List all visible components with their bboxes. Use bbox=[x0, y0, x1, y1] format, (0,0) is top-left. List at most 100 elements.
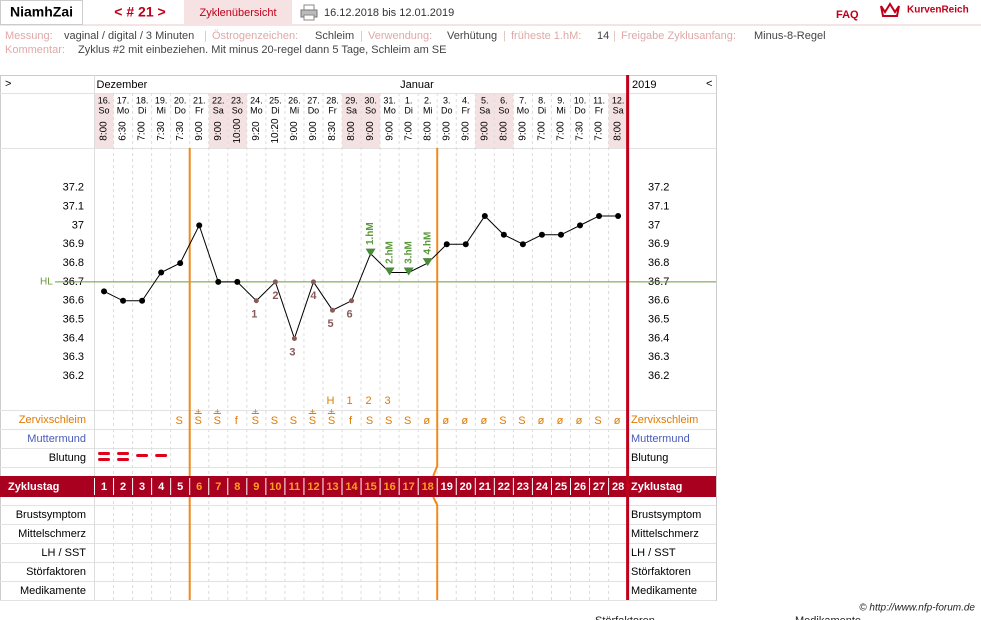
y-tick-label: 36.9 bbox=[63, 238, 84, 250]
low-label: 3 bbox=[289, 346, 295, 358]
cycle-day: 21 bbox=[479, 481, 491, 493]
y-tick-label: 37.1 bbox=[63, 200, 84, 212]
cycle-day: 10 bbox=[269, 481, 281, 493]
info-value: Minus-8-Regel bbox=[754, 30, 826, 42]
high-label: 4.hM bbox=[422, 232, 433, 255]
y-tick-label: 36.6 bbox=[648, 295, 669, 307]
info-label: früheste 1.hM: bbox=[511, 30, 581, 42]
bleeding bbox=[117, 452, 130, 455]
temperature-point bbox=[481, 212, 488, 219]
cut-label: Medikamente bbox=[795, 615, 861, 620]
weekday: Mo bbox=[117, 105, 130, 115]
month: Dezember bbox=[97, 79, 148, 91]
time: 10:20 bbox=[270, 118, 281, 143]
time: 8:00 bbox=[99, 121, 110, 141]
mucus-sign: S bbox=[328, 415, 335, 427]
mucus-sign: ø bbox=[576, 415, 583, 427]
weekend-bg bbox=[227, 93, 247, 148]
nav[interactable]: < bbox=[706, 78, 712, 90]
temperature-point bbox=[443, 241, 450, 248]
cycle-day: 3 bbox=[139, 481, 145, 493]
separator: | bbox=[204, 30, 207, 42]
weekday: Sa bbox=[346, 105, 357, 115]
weekday: Sa bbox=[213, 105, 224, 115]
mucus-plus: + bbox=[310, 406, 315, 416]
y-tick-label: 37 bbox=[72, 219, 84, 231]
weekend-bg bbox=[342, 93, 362, 148]
y-tick-label: 37.2 bbox=[648, 182, 669, 194]
high-point bbox=[384, 267, 395, 276]
date: 31. bbox=[383, 95, 396, 105]
cycle-day: 13 bbox=[326, 481, 338, 493]
user[interactable]: NiamhZai bbox=[10, 4, 73, 20]
mucus-sign: ø bbox=[461, 415, 468, 427]
weekday: Do bbox=[308, 105, 320, 115]
separator: | bbox=[360, 30, 363, 42]
bleeding bbox=[98, 452, 111, 455]
high-point bbox=[365, 248, 376, 257]
y-tick-label: 37.2 bbox=[63, 182, 84, 194]
cycle-band bbox=[0, 476, 716, 497]
weekday: Di bbox=[538, 105, 547, 115]
cycle-day: 19 bbox=[441, 481, 453, 493]
mucus-sign: S bbox=[385, 415, 392, 427]
cut-label: Störfaktoren bbox=[595, 615, 655, 620]
bleeding bbox=[136, 454, 149, 457]
weekend-bg bbox=[494, 93, 514, 148]
temperature-point bbox=[253, 298, 259, 304]
time: 6:30 bbox=[118, 121, 129, 141]
high-point bbox=[403, 267, 414, 276]
year: 2019 bbox=[632, 79, 656, 91]
time: 9:00 bbox=[308, 121, 319, 141]
date: 1. bbox=[405, 95, 413, 105]
temperature-point bbox=[577, 222, 584, 229]
low-label: 1 bbox=[251, 309, 257, 321]
mucus-sign: S bbox=[594, 415, 601, 427]
cycle-day: 28 bbox=[612, 481, 624, 493]
high-label: 2.hM bbox=[384, 241, 395, 264]
tab-bg bbox=[184, 0, 292, 25]
cycle-day: 17 bbox=[403, 481, 415, 493]
mucus-sign: S bbox=[195, 415, 202, 427]
row-label: LH / SST bbox=[631, 547, 676, 559]
nav[interactable]: > bbox=[5, 78, 11, 90]
temperature-point bbox=[519, 241, 526, 248]
date: 18. bbox=[136, 95, 149, 105]
weekend-bg bbox=[608, 93, 628, 148]
y-tick-label: 36.3 bbox=[63, 351, 84, 363]
temperature-line bbox=[103, 215, 619, 341]
peak-label: 1 bbox=[346, 395, 352, 407]
separator: | bbox=[613, 30, 616, 42]
faq[interactable]: FAQ bbox=[836, 9, 859, 21]
temperature-point bbox=[330, 307, 335, 313]
brand[interactable]: KurvenReich bbox=[907, 5, 969, 16]
y-tick-label: 36.4 bbox=[648, 332, 669, 344]
y-tick-label: 37.1 bbox=[648, 200, 669, 212]
mucus-sign: f bbox=[235, 415, 239, 427]
time: 8:00 bbox=[422, 121, 433, 141]
cycle-day: 1 bbox=[101, 481, 107, 493]
cycle-day: 16 bbox=[383, 481, 395, 493]
period: 16.12.2018 bis 12.01.2019 bbox=[324, 7, 454, 19]
print-icon[interactable] bbox=[300, 4, 318, 21]
cycle-label: Zyklustag bbox=[631, 481, 682, 493]
time: 7:30 bbox=[175, 121, 186, 141]
cycle-day: 23 bbox=[517, 481, 529, 493]
cycle-nav[interactable]: < # 21 > bbox=[114, 4, 165, 20]
bleeding bbox=[155, 454, 168, 457]
date: 2. bbox=[424, 95, 432, 105]
y-tick-label: 36.9 bbox=[648, 238, 669, 250]
weekday: Do bbox=[174, 105, 186, 115]
weekday: Di bbox=[271, 105, 280, 115]
weekday: Mi bbox=[290, 105, 300, 115]
row-label: Muttermund bbox=[27, 433, 86, 445]
info: Messung: vaginal / digital / 3 Minuten | Ös… bbox=[5, 30, 826, 56]
mucus-sign: S bbox=[366, 415, 373, 427]
cycle-day: 15 bbox=[364, 481, 376, 493]
date: 19. bbox=[155, 95, 168, 105]
time: 8:00 bbox=[499, 121, 510, 141]
tab[interactable]: Zyklenübersicht bbox=[199, 7, 276, 19]
low-label: 2 bbox=[272, 290, 278, 302]
time: 8:30 bbox=[327, 121, 338, 141]
mucus-sign: ø bbox=[480, 415, 487, 427]
